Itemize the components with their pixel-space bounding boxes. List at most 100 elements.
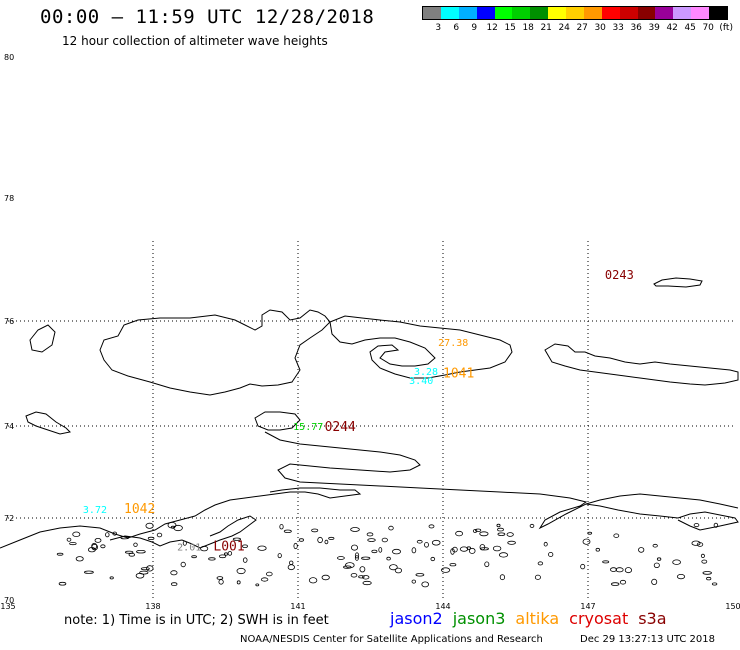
lake-outline (350, 544, 358, 551)
longitude-tick-label: 141 (290, 602, 305, 611)
lake-outline (484, 561, 490, 568)
wave-height-label: 0243 (605, 268, 634, 282)
lake-outline (56, 552, 64, 556)
lake-outline (391, 548, 401, 555)
lake-outline (497, 527, 504, 532)
small-island-sw (25, 411, 72, 435)
lake-outline (219, 554, 227, 559)
small-island-west (29, 324, 56, 353)
lake-outline (156, 532, 163, 538)
lake-outline (480, 547, 489, 551)
lake-outline (388, 525, 394, 531)
legend-swatch (494, 7, 513, 19)
coastlines (0, 277, 739, 549)
lake-outline (128, 552, 135, 557)
lake-outline (145, 522, 154, 529)
credit-text: NOAA/NESDIS Center for Satellite Applica… (240, 634, 543, 645)
lake-outline (170, 570, 178, 576)
legend-swatch (691, 7, 709, 19)
legend-swatch (637, 7, 656, 19)
lake-outline (537, 561, 544, 566)
lake-outline (146, 565, 154, 572)
lake-outline (265, 571, 273, 577)
lake-outline (120, 536, 130, 540)
lake-outline (311, 528, 319, 533)
lake-outline (362, 580, 372, 586)
lake-outline (416, 539, 423, 544)
lake-outline (308, 577, 318, 584)
lake-outline (257, 545, 267, 551)
lake-outline (69, 542, 77, 546)
legend-swatch (673, 7, 692, 19)
lake-outline (424, 541, 429, 548)
lake-outline (411, 579, 416, 584)
lake-outline (652, 543, 658, 548)
lake-outline (124, 550, 134, 554)
legend-swatch (619, 7, 638, 19)
lake-outline (139, 570, 149, 575)
lake-outline (548, 552, 554, 558)
lake-outline (701, 559, 708, 564)
generation-timestamp: Dec 29 13:27:13 UTC 2018 (580, 634, 715, 645)
wave-height-label: 1042 (124, 502, 155, 517)
delta-outline (109, 515, 257, 549)
latitude-tick-label: 80 (4, 53, 14, 62)
lake-outline (236, 580, 241, 585)
lake-outline (506, 532, 514, 537)
lake-outline (321, 574, 330, 581)
lake-outline (167, 522, 177, 529)
legend-swatch (458, 7, 477, 19)
lake-outline (182, 540, 187, 546)
satellite-legend: jason2 jason3 altika cryosat s3a (390, 609, 677, 628)
lake-outline (386, 556, 391, 561)
wave-height-label: 3.40 (409, 376, 433, 387)
legend-label: 24 (558, 23, 570, 33)
wave-height-label: 0244 (325, 420, 356, 435)
legend-swatch (512, 7, 531, 19)
lake-outline (672, 559, 681, 565)
lake-outline (651, 578, 658, 586)
legend-labels: 3 6 9 12 15 18 21 24 27 30 33 36 39 42 45 70 (ft) (422, 23, 733, 37)
wave-height-label: 2.01 (177, 543, 201, 554)
lake-outline (656, 557, 662, 561)
lake-outline (450, 548, 455, 555)
lake-outline (135, 572, 145, 579)
lake-outline (218, 579, 224, 585)
lake-outline (362, 575, 370, 580)
lyakhovsky-island (254, 411, 301, 431)
lake-outline (242, 544, 248, 548)
lake-outline (653, 562, 660, 568)
legend-swatch (548, 7, 566, 19)
lake-outline (283, 529, 292, 533)
lake-outline (466, 546, 471, 550)
legend-swatch (583, 7, 602, 19)
lake-outline (472, 529, 478, 533)
wave-height-label: 3.72 (83, 505, 107, 516)
lake-outline (415, 573, 425, 577)
lake-outline (133, 542, 138, 547)
latitude-tick-label: 74 (4, 422, 14, 431)
lake-outline (492, 545, 502, 552)
legend-label: 9 (471, 23, 478, 33)
satellite-name: jason3 (452, 609, 506, 628)
lake-outline (455, 530, 464, 537)
lake-outline (147, 536, 155, 541)
lake-outline (109, 576, 114, 580)
legend-label: 45 (684, 23, 696, 33)
lake-outline (543, 541, 548, 547)
legend-swatch (709, 7, 727, 19)
lake-outline (84, 570, 94, 574)
lake-outline (676, 573, 686, 580)
lake-outline (507, 540, 516, 545)
lake-outline (298, 538, 304, 542)
latitude-tick-label: 72 (4, 514, 14, 523)
lake-outline (343, 565, 352, 569)
lake-outline (613, 533, 620, 538)
lake-outline (94, 538, 102, 543)
tundra-lakes (56, 522, 719, 588)
wave-height-label: 27.38 (438, 338, 468, 349)
lake-outline (702, 571, 712, 575)
lake-outline (529, 523, 535, 528)
lake-outline (474, 528, 482, 532)
